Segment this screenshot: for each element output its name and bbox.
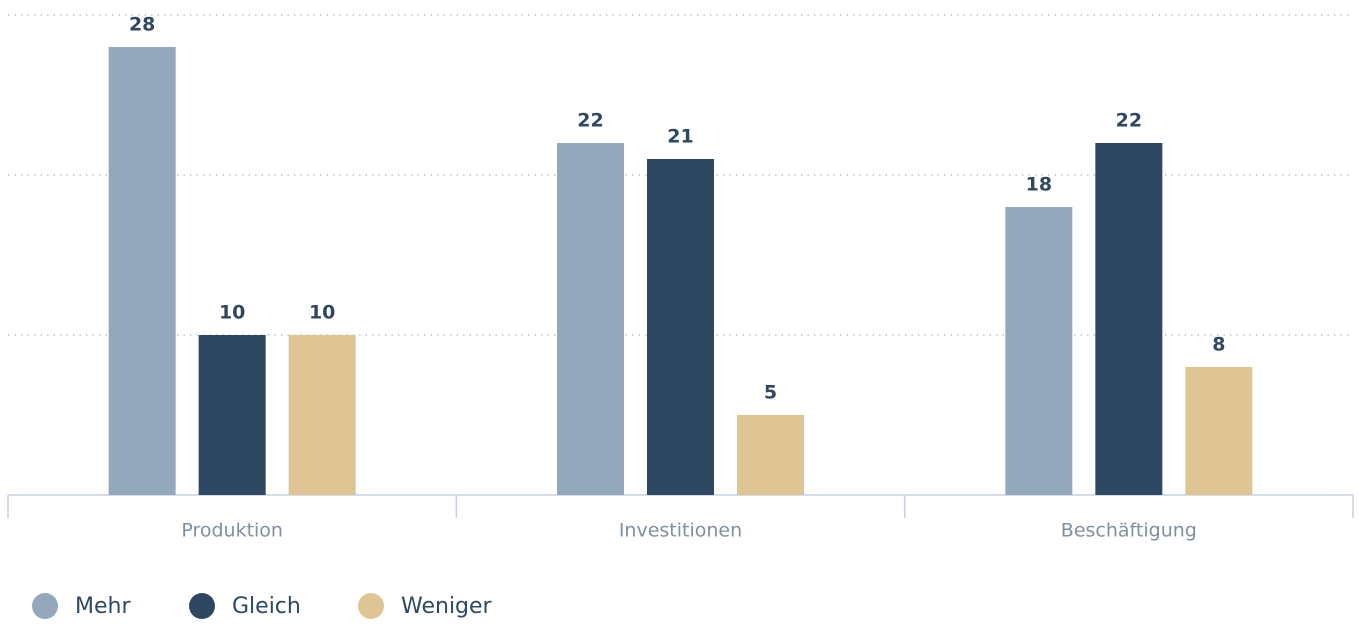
value-label: 10 (309, 302, 335, 324)
legend-label: Mehr (75, 594, 131, 619)
value-label: 8 (1212, 334, 1225, 356)
value-label: 21 (667, 126, 693, 148)
x-tick-label: Investitionen (619, 520, 742, 542)
value-label: 10 (219, 302, 245, 324)
value-label: 22 (577, 110, 603, 132)
x-tick-label: Beschäftigung (1061, 520, 1197, 542)
value-label: 5 (764, 382, 777, 404)
value-label: 22 (1116, 110, 1142, 132)
bar (288, 335, 356, 495)
bar (1095, 143, 1163, 495)
legend-label: Weniger (401, 594, 493, 619)
value-label: 18 (1026, 174, 1052, 196)
bar (557, 143, 624, 495)
bar (737, 415, 804, 495)
legend-label: Gleich (232, 594, 301, 619)
bar (1005, 207, 1073, 495)
bar (647, 159, 714, 495)
bar (198, 335, 266, 495)
bar (1185, 367, 1253, 495)
legend-swatch (189, 593, 215, 619)
bar (108, 47, 176, 495)
value-label: 28 (129, 14, 155, 36)
x-tick-label: Produktion (181, 520, 283, 542)
legend-swatch (32, 593, 58, 619)
legend-swatch (358, 593, 384, 619)
